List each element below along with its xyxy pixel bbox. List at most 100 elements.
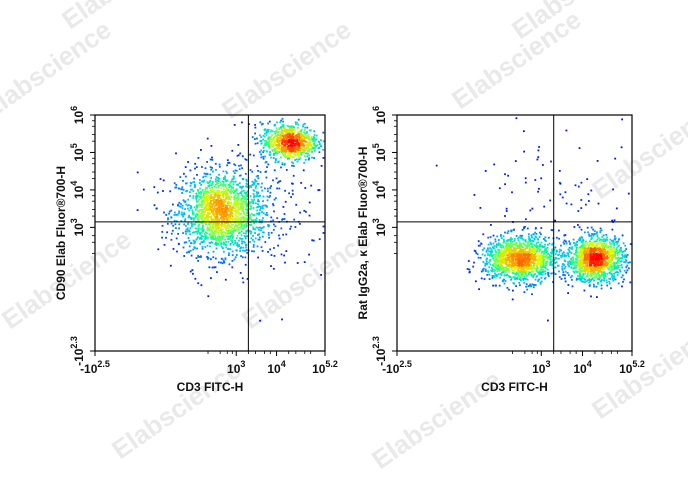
event-dot (557, 264, 560, 267)
event-dot (292, 162, 294, 164)
event-dot (287, 136, 290, 139)
event-dot (537, 260, 539, 263)
event-dot (497, 263, 500, 266)
event-dot (568, 251, 571, 253)
event-dot (188, 239, 191, 242)
event-dot (288, 192, 290, 195)
event-dot (136, 209, 139, 211)
event-dot (526, 255, 529, 258)
event-dot (512, 253, 515, 256)
event-dot (225, 198, 227, 201)
event-dot (539, 272, 541, 274)
event-dot (502, 235, 505, 238)
event-dot (262, 151, 264, 154)
event-dot (530, 269, 533, 272)
event-dot (521, 265, 523, 267)
event-dot (176, 214, 178, 216)
event-dot (299, 135, 302, 137)
event-dot (593, 279, 595, 282)
event-dot (578, 275, 581, 277)
event-dot (515, 117, 518, 120)
event-dot (209, 242, 212, 244)
event-dot (293, 156, 295, 158)
event-dot (238, 207, 241, 210)
event-dot (287, 155, 289, 157)
event-dot (240, 187, 243, 190)
event-dot (215, 194, 217, 197)
event-dot (287, 125, 290, 128)
event-dot (519, 252, 522, 255)
event-dot (291, 164, 293, 167)
event-dot (499, 251, 502, 254)
event-dot (597, 281, 599, 284)
event-dot (205, 219, 208, 222)
event-dot (550, 272, 553, 275)
event-dot (579, 279, 582, 282)
event-dot (482, 233, 485, 236)
event-dot (511, 260, 514, 263)
event-dot (576, 262, 579, 264)
event-dot (182, 213, 184, 216)
event-dot (541, 257, 544, 260)
event-dot (281, 149, 283, 151)
event-dot (511, 191, 513, 194)
event-dot (497, 239, 500, 241)
event-dot (578, 260, 580, 263)
event-dot (220, 191, 223, 194)
event-dot (525, 270, 528, 272)
event-dot (219, 235, 222, 238)
event-dot (537, 238, 539, 241)
event-dot (276, 135, 278, 137)
event-dot (198, 192, 201, 195)
event-dot (270, 231, 273, 234)
event-dot (195, 227, 198, 230)
event-dot (245, 230, 248, 232)
event-dot (233, 210, 236, 212)
event-dot (193, 241, 196, 244)
event-dot (166, 222, 169, 225)
event-dot (224, 224, 227, 227)
event-dot (590, 235, 593, 238)
event-dot (226, 172, 228, 174)
event-dot (603, 263, 606, 266)
event-dot (251, 136, 254, 139)
event-dot (215, 190, 217, 193)
event-dot (547, 272, 550, 274)
event-dot (562, 251, 565, 254)
event-dot (221, 262, 224, 265)
event-dot (564, 280, 567, 283)
event-dot (585, 265, 587, 268)
event-dot (574, 264, 577, 267)
event-dot (525, 267, 528, 269)
event-dot (192, 239, 195, 242)
event-dot (271, 130, 274, 133)
event-dot (288, 157, 290, 160)
event-dot (504, 249, 507, 252)
event-dot (562, 271, 565, 273)
event-dot (598, 247, 601, 250)
event-dot (201, 199, 204, 202)
event-dot (602, 234, 605, 237)
event-dot (282, 135, 285, 138)
event-dot (623, 269, 626, 272)
event-dot (275, 158, 277, 160)
event-dot (285, 130, 287, 133)
event-dot (578, 147, 581, 149)
event-dot (619, 270, 622, 273)
event-dot (534, 235, 537, 238)
event-dot (189, 249, 192, 252)
event-dot (513, 272, 516, 275)
event-dot (218, 189, 220, 192)
event-dot (240, 255, 242, 257)
event-dot (606, 246, 608, 249)
event-dot (505, 244, 508, 246)
event-dot (277, 244, 279, 247)
event-dot (526, 278, 529, 281)
event-dot (188, 229, 190, 232)
event-dot (276, 137, 278, 140)
event-dot (229, 205, 231, 207)
event-dot (567, 263, 569, 266)
event-dot (225, 191, 228, 194)
event-dot (282, 145, 285, 148)
event-dot (232, 177, 235, 180)
